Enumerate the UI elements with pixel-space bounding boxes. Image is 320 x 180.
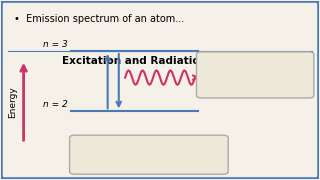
Text: Electron absorbs energy and is
excited to unstable energy level.: Electron absorbs energy and is excited t… (92, 148, 206, 161)
Text: Energy: Energy (8, 87, 17, 118)
Text: Excitation and Radiation: Excitation and Radiation (62, 56, 207, 66)
FancyBboxPatch shape (196, 52, 314, 98)
Text: •  Emission spectrum of an atom...: • Emission spectrum of an atom... (14, 14, 184, 24)
Text: n = 2: n = 2 (43, 100, 68, 109)
Text: n = 3: n = 3 (43, 40, 68, 49)
Text: Light is emitted as
electron falls back to
lower energy level.: Light is emitted as electron falls back … (217, 63, 293, 83)
FancyBboxPatch shape (69, 135, 228, 174)
